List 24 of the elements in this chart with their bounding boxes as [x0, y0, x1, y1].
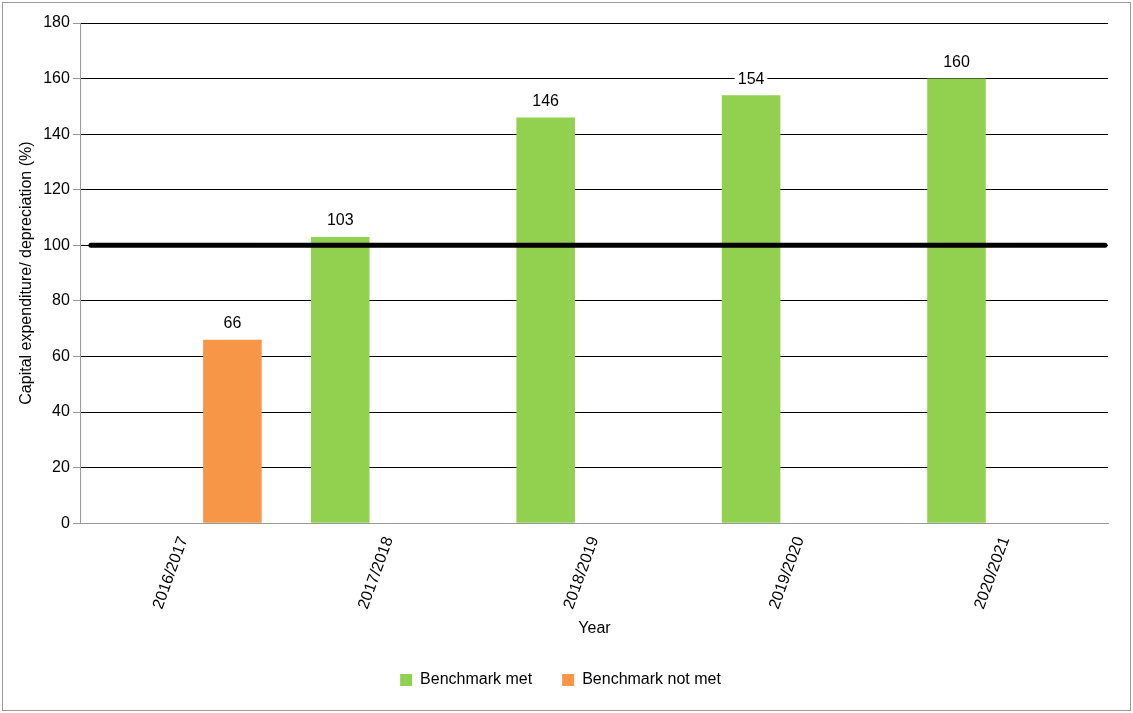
y-tick-label: 140	[43, 124, 70, 142]
bar	[927, 78, 986, 523]
data-label: 66	[223, 314, 242, 332]
y-tick-label: 80	[52, 291, 70, 309]
bar	[516, 117, 575, 523]
legend-label: Benchmark not met	[582, 670, 722, 688]
bar	[310, 236, 370, 523]
y-axis-title: Capital expenditure/ depreciation (%)	[17, 141, 35, 405]
y-tick-label: 60	[52, 346, 70, 364]
data-label: 146	[532, 91, 560, 109]
bar	[203, 339, 262, 523]
y-tick-label: 40	[52, 402, 70, 420]
y-tick-label: 180	[43, 13, 70, 31]
data-label: 160	[943, 52, 970, 70]
y-tick-label: 100	[43, 235, 70, 253]
data-label: 154	[737, 69, 765, 87]
y-tick-label: 20	[52, 457, 70, 475]
legend-label: Benchmark met	[420, 670, 533, 688]
y-tick-label: 0	[60, 513, 70, 531]
y-tick-label: 120	[43, 180, 70, 198]
data-label: 103	[326, 211, 354, 229]
x-axis-title: Year	[578, 618, 612, 636]
y-tick-label: 160	[43, 68, 70, 86]
bar	[721, 95, 781, 523]
